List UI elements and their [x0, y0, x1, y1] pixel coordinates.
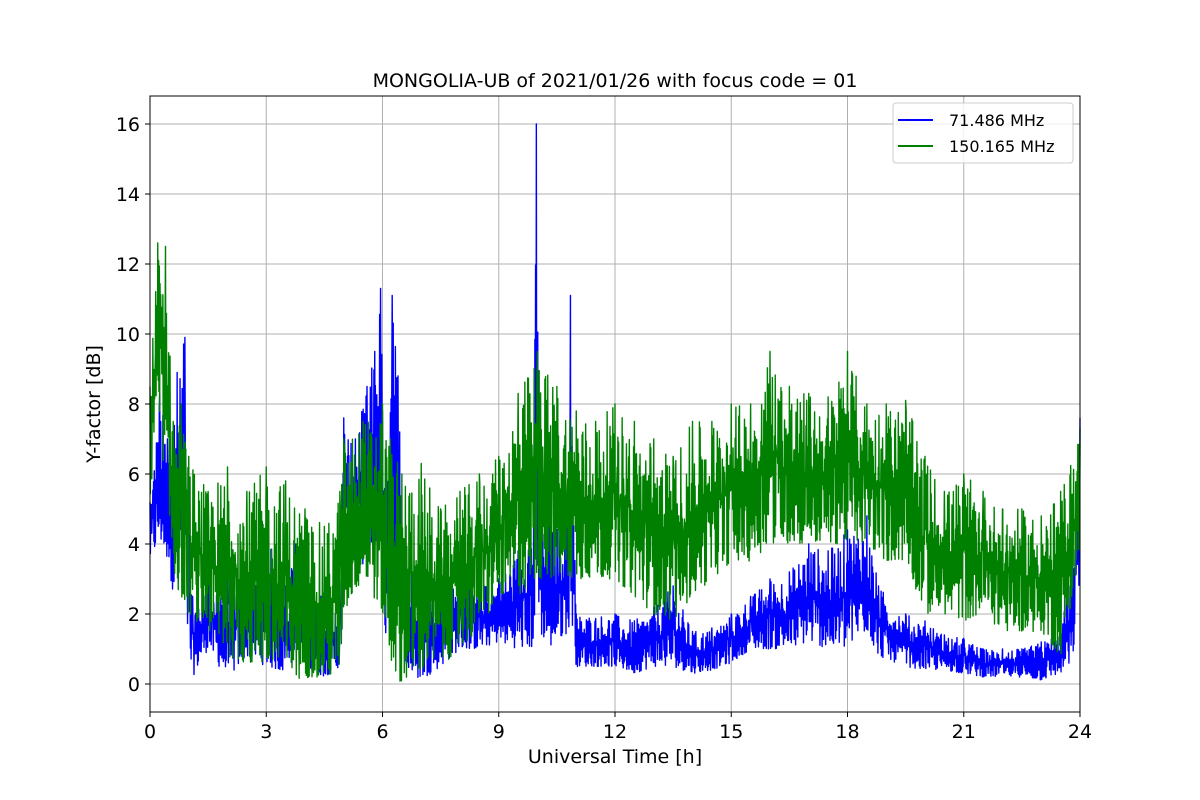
x-axis-label: Universal Time [h] — [528, 746, 702, 768]
plot-lines — [149, 123, 1081, 682]
x-tick-label: 0 — [144, 721, 156, 743]
x-tick-label: 21 — [952, 721, 976, 743]
y-tick-label: 12 — [116, 254, 140, 276]
y-tick-label: 2 — [128, 604, 140, 626]
y-tick-label: 8 — [128, 394, 140, 416]
x-tick-label: 15 — [719, 721, 743, 743]
y-tick-label: 14 — [116, 184, 140, 206]
y-tick-label: 10 — [116, 324, 140, 346]
x-tick-label: 6 — [376, 721, 388, 743]
y-tick-label: 4 — [128, 534, 140, 556]
chart-title: MONGOLIA-UB of 2021/01/26 with focus cod… — [373, 70, 858, 92]
legend: 71.486 MHz 150.165 MHz — [892, 102, 1074, 164]
x-axis-ticks: 0 3 6 9 12 15 18 21 24 — [144, 712, 1092, 743]
x-tick-label: 12 — [603, 721, 627, 743]
y-tick-label: 16 — [116, 114, 140, 136]
y-axis-ticks: 0 2 4 6 8 10 12 14 16 — [116, 114, 150, 696]
x-tick-label: 9 — [493, 721, 505, 743]
legend-label-1: 150.165 MHz — [949, 137, 1054, 156]
x-tick-label: 24 — [1068, 721, 1092, 743]
y-tick-label: 6 — [128, 464, 140, 486]
legend-label-0: 71.486 MHz — [949, 111, 1044, 130]
x-tick-label: 3 — [260, 721, 272, 743]
y-tick-label: 0 — [128, 674, 140, 696]
legend-box — [892, 102, 1074, 164]
x-tick-label: 18 — [835, 721, 859, 743]
series-line-1 — [149, 242, 1081, 682]
y-axis-label: Y-factor [dB] — [83, 345, 105, 464]
